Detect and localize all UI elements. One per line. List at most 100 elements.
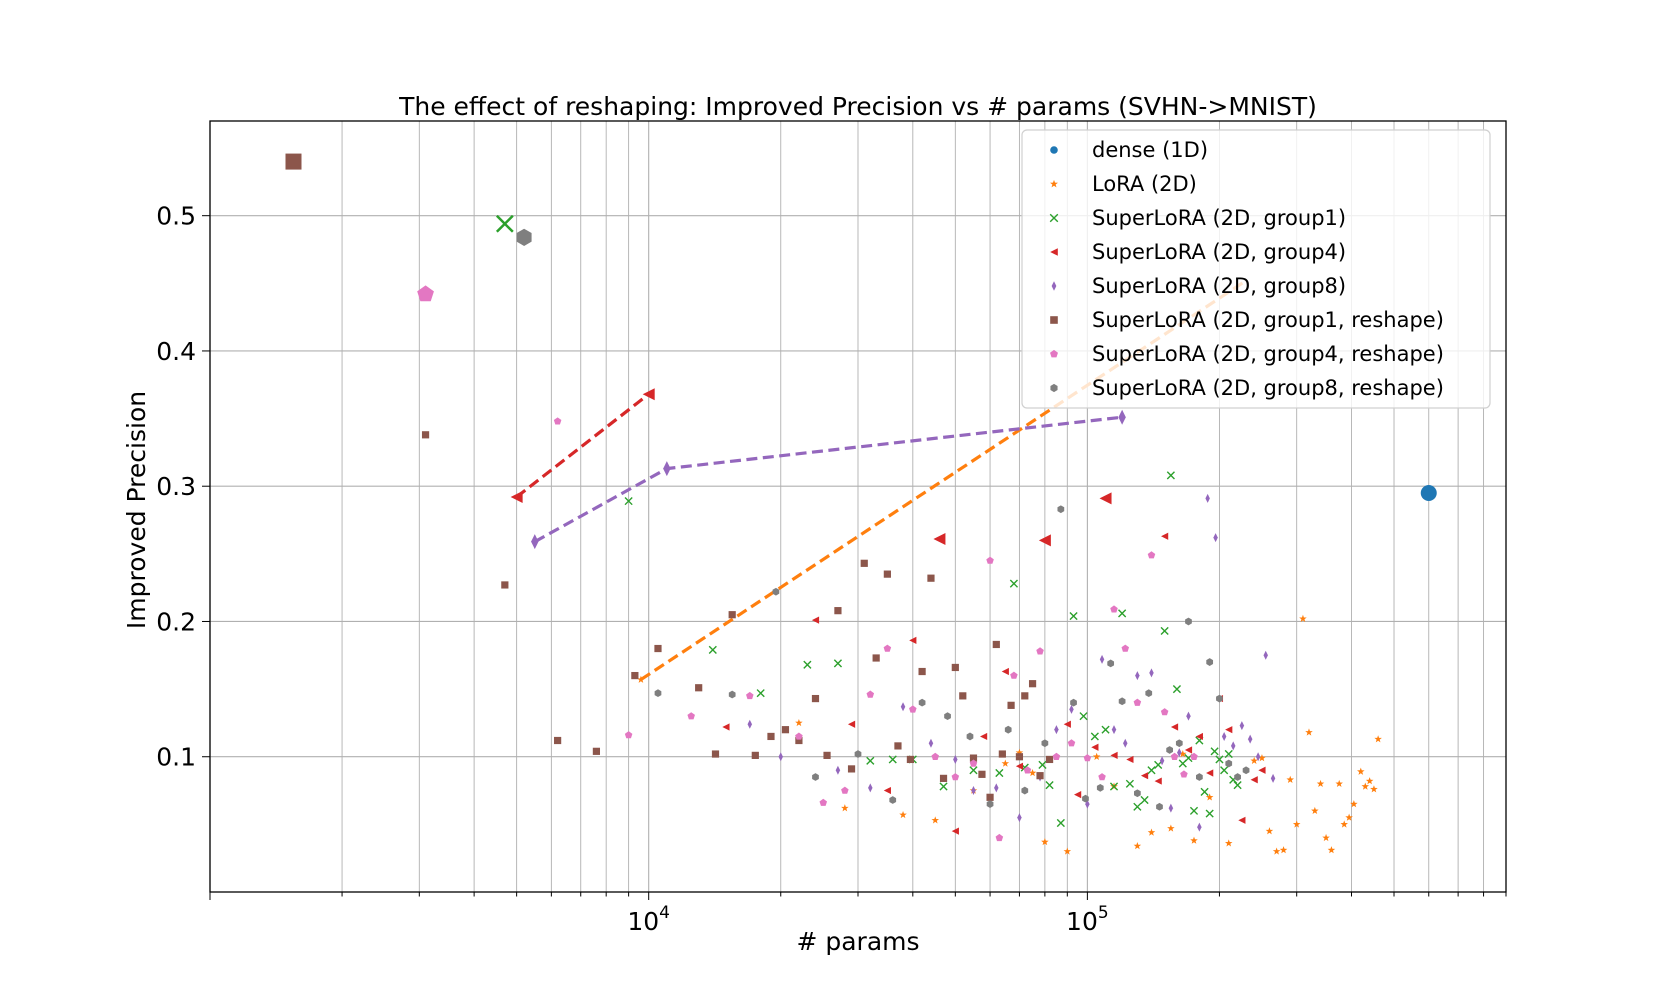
data-point bbox=[931, 816, 940, 824]
data-point bbox=[1361, 782, 1370, 790]
data-point bbox=[1083, 754, 1092, 762]
data-point bbox=[906, 755, 915, 764]
data-point bbox=[654, 644, 662, 653]
data-point bbox=[1205, 809, 1214, 818]
data-point bbox=[711, 750, 720, 758]
data-point bbox=[1052, 752, 1061, 760]
data-point bbox=[1263, 650, 1268, 660]
data-point bbox=[1007, 701, 1015, 709]
data-point bbox=[1140, 795, 1149, 805]
data-point bbox=[994, 783, 999, 793]
data-point bbox=[986, 800, 994, 808]
data-point bbox=[1258, 754, 1266, 762]
data-point bbox=[969, 759, 978, 767]
data-point bbox=[883, 644, 892, 652]
data-point bbox=[1234, 773, 1241, 781]
data-point bbox=[995, 833, 1004, 842]
data-point bbox=[918, 667, 926, 676]
legend-label: LoRA (2D) bbox=[1092, 172, 1197, 196]
data-point bbox=[1041, 739, 1049, 748]
series-square bbox=[285, 153, 1054, 801]
y-axis-label: Improved Precision bbox=[122, 391, 151, 629]
data-point bbox=[1147, 766, 1156, 775]
data-point bbox=[1118, 409, 1126, 425]
data-point bbox=[1168, 803, 1174, 813]
data-point bbox=[1292, 820, 1301, 828]
data-point bbox=[1092, 752, 1101, 760]
data-point bbox=[1225, 726, 1233, 734]
data-point bbox=[995, 768, 1004, 778]
data-point bbox=[1374, 735, 1382, 743]
data-point bbox=[1004, 725, 1012, 734]
data-point bbox=[1085, 799, 1090, 809]
data-point bbox=[1213, 533, 1218, 543]
data-point bbox=[835, 765, 841, 775]
data-point bbox=[1147, 828, 1156, 836]
data-point bbox=[883, 570, 891, 578]
data-point bbox=[1185, 617, 1192, 626]
data-point bbox=[1327, 846, 1336, 854]
data-point bbox=[811, 694, 820, 703]
data-point bbox=[1009, 579, 1019, 588]
legend-marker bbox=[1050, 146, 1058, 154]
data-point bbox=[927, 574, 935, 582]
data-point bbox=[889, 796, 897, 804]
data-point bbox=[1299, 614, 1307, 622]
data-point bbox=[1250, 776, 1258, 784]
data-point bbox=[899, 810, 907, 819]
data-point bbox=[1023, 766, 1032, 774]
data-point bbox=[1017, 813, 1022, 823]
data-point bbox=[1001, 759, 1010, 767]
legend-item: SuperLoRA (2D, group1) bbox=[1049, 206, 1346, 230]
data-point bbox=[1166, 471, 1175, 480]
data-point bbox=[883, 786, 891, 795]
data-point bbox=[1101, 725, 1110, 734]
data-point bbox=[860, 559, 868, 567]
data-point bbox=[1069, 611, 1078, 621]
data-point bbox=[1160, 708, 1169, 716]
data-point bbox=[1189, 806, 1199, 815]
legend-item: SuperLoRA (2D, group4, reshape) bbox=[1050, 342, 1444, 366]
legend-marker bbox=[1050, 179, 1058, 188]
data-point bbox=[951, 827, 959, 835]
data-point bbox=[819, 798, 828, 806]
data-point bbox=[1196, 773, 1203, 781]
data-point bbox=[1082, 794, 1089, 803]
data-point bbox=[1063, 847, 1072, 855]
data-point bbox=[959, 692, 967, 700]
data-point bbox=[969, 766, 978, 775]
data-point bbox=[918, 698, 926, 707]
data-point bbox=[1054, 725, 1059, 735]
data-point bbox=[1110, 605, 1118, 613]
data-point bbox=[728, 690, 736, 699]
data-point bbox=[1156, 802, 1163, 811]
data-point bbox=[510, 491, 523, 504]
y-tick-label: 0.2 bbox=[156, 607, 196, 636]
data-point bbox=[951, 773, 960, 781]
data-point bbox=[1070, 698, 1077, 707]
data-point bbox=[1161, 532, 1169, 540]
data-point bbox=[1205, 793, 1214, 801]
data-point bbox=[1111, 725, 1117, 735]
legend-label: SuperLoRA (2D, group1) bbox=[1092, 206, 1346, 230]
data-point bbox=[495, 214, 514, 233]
data-point bbox=[1154, 760, 1163, 769]
legend-marker bbox=[1050, 349, 1058, 358]
legend-item: SuperLoRA (2D, group1, reshape) bbox=[1050, 308, 1444, 332]
data-point bbox=[1172, 685, 1182, 694]
data-point bbox=[1015, 762, 1024, 770]
data-point bbox=[642, 388, 655, 401]
legend-marker bbox=[1051, 281, 1057, 291]
data-point bbox=[1028, 769, 1037, 777]
data-point bbox=[1160, 626, 1169, 636]
data-point bbox=[1099, 654, 1105, 664]
data-point bbox=[1145, 689, 1153, 698]
data-point bbox=[722, 723, 730, 731]
data-point bbox=[823, 751, 831, 759]
data-point bbox=[687, 712, 695, 720]
legend-marker bbox=[1050, 316, 1058, 324]
data-point bbox=[1316, 779, 1325, 787]
legend-label: SuperLoRA (2D, group1, reshape) bbox=[1092, 308, 1444, 332]
data-point bbox=[1247, 734, 1253, 744]
data-point bbox=[631, 671, 639, 680]
